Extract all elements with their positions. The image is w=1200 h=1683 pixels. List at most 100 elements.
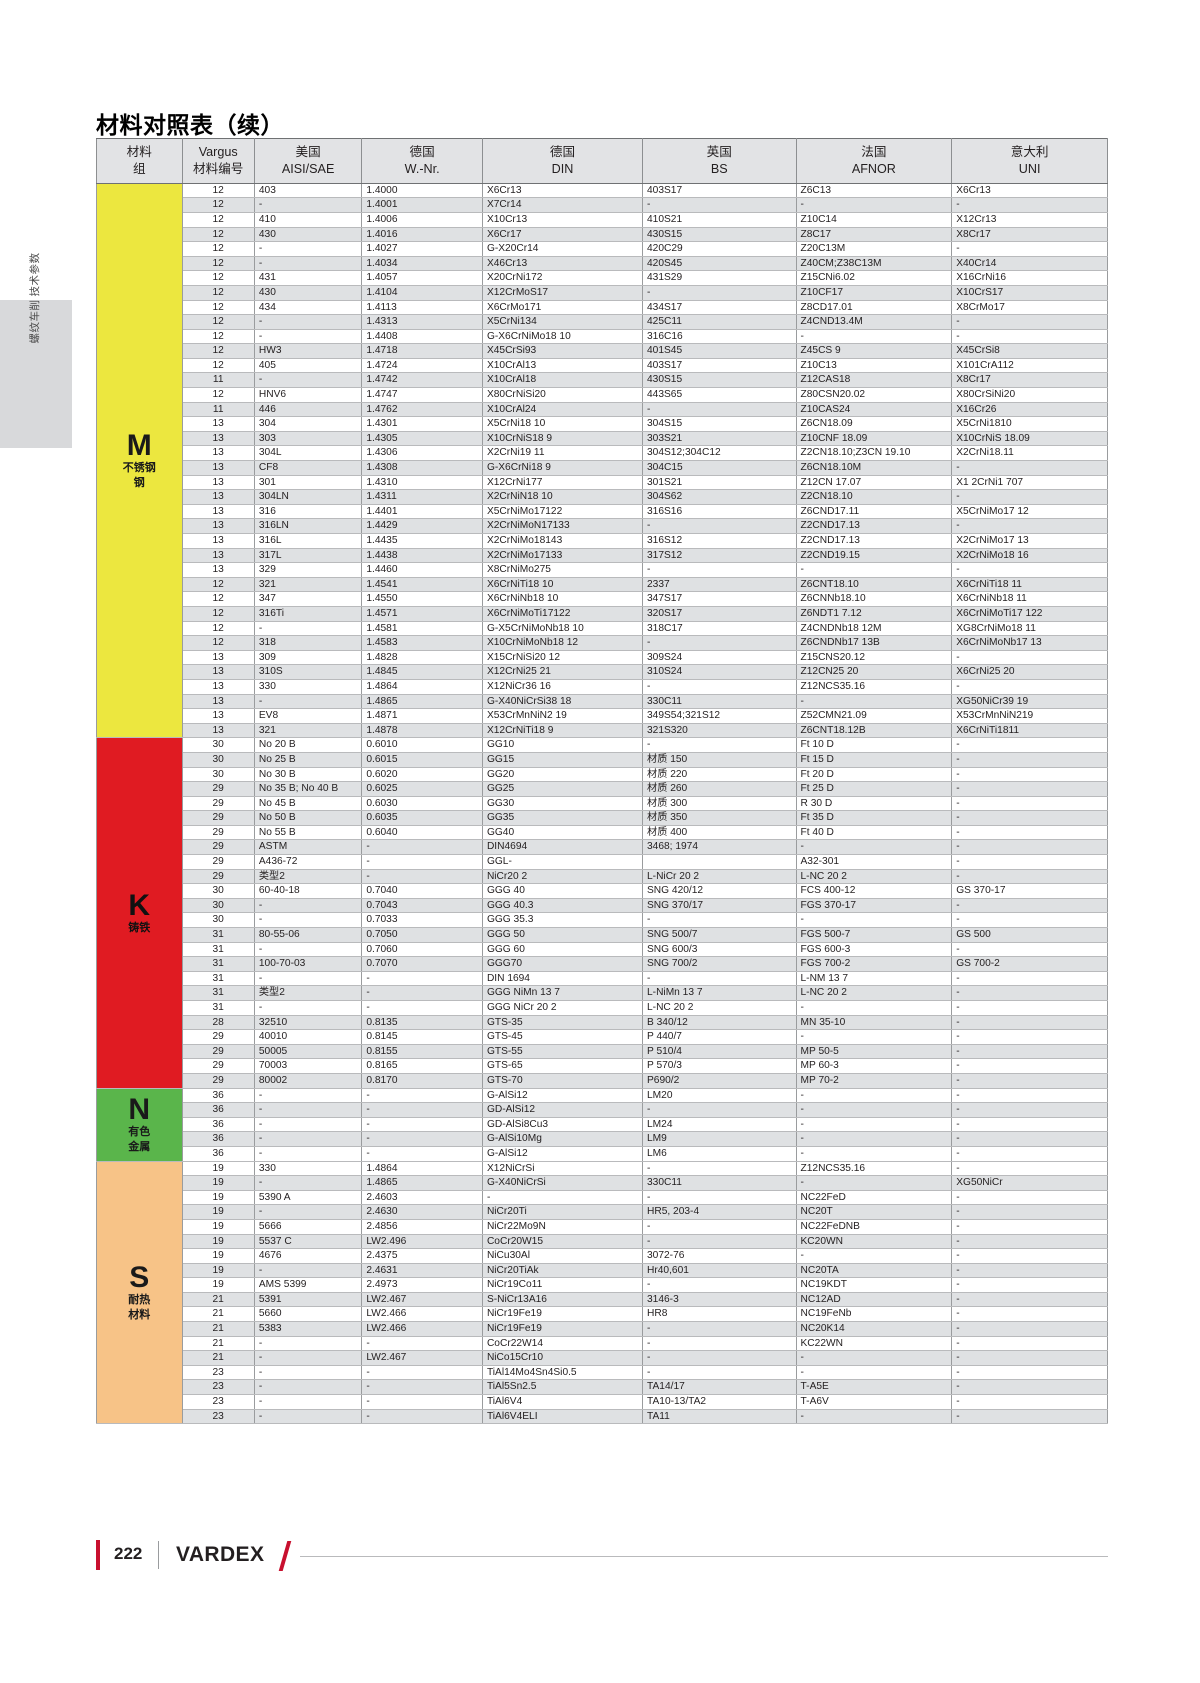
table-row: 36- - GD-AlSi8Cu3 LM24- - [97,1116,1108,1133]
table-row: 13 310S 1.4845 X12CrNi25 21 310S24 Z12CN25 20… [97,664,1108,680]
cell-afnor: - [795,839,953,856]
cell-vargus-number: 29 [181,810,255,826]
cell-vargus-number: 36 [181,1116,255,1133]
material-group-sublabel: 铸铁 [128,922,151,935]
cell-bs: 303S21 [642,430,797,447]
cell-w-nr: 1.4864 [361,1160,483,1177]
column-header-line-1: Vargus [198,145,238,159]
cell-afnor: NC22FeDNB [795,1218,953,1235]
column-header-line-2: 材料编号 [193,161,244,176]
cell-w-nr: - [361,1000,483,1016]
cell-uni: - [951,1350,1108,1366]
cell-din: NiCr20TiAk [481,1262,644,1279]
cell-bs: TA10-13/TA2 [642,1394,797,1410]
cell-uni: - [951,241,1108,257]
cell-w-nr: 0.8170 [361,1072,483,1089]
table-row: 36- - GD-AlSi12- - - [97,1102,1108,1118]
cell-aisi-sae: 317L [253,547,363,564]
cell-bs: 304S12;304C12 [642,445,797,462]
cell-vargus-number: 13 [181,562,255,578]
cell-vargus-number: 12 [181,357,255,374]
cell-din: GTS-65 [481,1058,644,1074]
cell-bs: - [642,1218,797,1235]
cell-w-nr: 1.4581 [361,620,483,637]
cell-afnor: KC22WN [795,1335,953,1352]
cell-w-nr: 1.4113 [361,299,483,316]
cell-uni: - [951,1262,1108,1279]
table-row: 31-0.7060 GGG 60 SNG 600/3 FGS 600-3- [97,941,1108,958]
table-row: 12 HW3 1.4718 X45CrSi93 401S45 Z45CS 9 X45CrSi… [97,343,1108,359]
cell-aisi-sae: CF8 [253,460,363,476]
cell-din: X46Cr13 [481,255,644,272]
cell-w-nr: 1.4583 [361,635,483,651]
cell-uni: - [951,941,1108,958]
cell-uni: - [951,839,1108,856]
cell-w-nr: 1.4845 [361,664,483,680]
cell-afnor: Z10CNF 18.09 [795,430,953,447]
cell-uni: - [951,1145,1108,1162]
column-header-line-2: DIN [551,161,574,176]
cell-bs: 316S12 [642,533,797,549]
cell-aisi-sae: No 50 B [253,810,363,826]
cell-uni: X10CrNiS 18.09 [951,430,1108,447]
cell-vargus-number: 12 [181,270,255,286]
cell-din: X12NiCr36 16 [481,678,644,695]
cell-vargus-number: 13 [181,722,255,739]
table-row: 31- - GGG NiCr 20 2 L-NC 20 2-- [97,1000,1108,1016]
cell-uni: - [951,1364,1108,1381]
cell-vargus-number: 12 [181,241,255,257]
cell-aisi-sae: 5383 [253,1321,363,1337]
cell-din: X53CrMnNiN2 19 [481,708,644,724]
column-header-4: 德国 DIN [481,138,644,184]
cell-din: GG25 [481,781,644,797]
cell-aisi-sae: - [253,1145,363,1162]
cell-afnor: Z4CND13.4M [795,314,953,330]
cell-uni: X6CrNi25 20 [951,664,1108,680]
cell-w-nr: 1.4027 [361,241,483,257]
table-row: 13 330 1.4864 X12NiCr36 16- Z12NCS35.16- [97,678,1108,695]
cell-din: - [481,1189,644,1206]
cell-vargus-number: 13 [181,445,255,462]
cell-uni: - [951,518,1108,534]
cell-w-nr: 1.4308 [361,460,483,476]
cell-vargus-number: 19 [181,1233,255,1250]
cell-uni: X16CrNi16 [951,270,1108,286]
cell-w-nr: 1.4864 [361,678,483,695]
column-header-6: 法国 AFNOR [795,138,953,184]
cell-bs: 401S45 [642,343,797,359]
table-row: 23- - TiAl14Mo4Sn4Si0.5- - - [97,1364,1108,1381]
cell-din: X8CrNiMo275 [481,562,644,578]
cell-vargus-number: 30 [181,766,255,783]
cell-afnor: Z12NCS35.16 [795,678,953,695]
cell-uni: - [951,1408,1108,1425]
cell-bs: - [642,1335,797,1352]
cell-bs: HR8 [642,1306,797,1323]
table-row: 12 405 1.4724 X10CrAl13 403S17 Z10C13 X101CrA1… [97,357,1108,374]
cell-din: GG35 [481,810,644,826]
cell-afnor: Z6NDT1 7.12 [795,605,953,622]
cell-bs: 431S29 [642,270,797,286]
table-row: 13 304LN 1.4311 X2CrNiN18 10 304S62 Z2CN18.10… [97,489,1108,505]
cell-vargus-number: 29 [181,1029,255,1045]
cell-aisi-sae: 309 [253,649,363,666]
cell-w-nr: 1.4006 [361,211,483,228]
cell-afnor: - [795,1102,953,1118]
cell-aisi-sae: 304LN [253,489,363,505]
cell-w-nr: 0.7070 [361,956,483,972]
cell-bs: - [642,1364,797,1381]
column-header-line-2: BS [710,161,728,176]
cell-din: X10CrAl18 [481,372,644,389]
material-group-cell-k: K 铸铁 [96,737,183,1089]
cell-afnor: Z12CN 17.07 [795,474,953,491]
cell-afnor: - [795,1350,953,1366]
cell-aisi-sae: 类型2 [253,868,363,885]
cell-bs: P690/2 [642,1072,797,1089]
cell-aisi-sae: 5391 [253,1291,363,1308]
cell-vargus-number: 13 [181,533,255,549]
column-header-line-1: 德国 [549,145,576,159]
cell-bs: 420C29 [642,241,797,257]
cell-din: X12NiCrSi [481,1160,644,1177]
cell-uni: - [951,1087,1108,1104]
cell-afnor: L-NC 20 2 [795,985,953,1001]
cell-aisi-sae: AMS 5399 [253,1277,363,1293]
